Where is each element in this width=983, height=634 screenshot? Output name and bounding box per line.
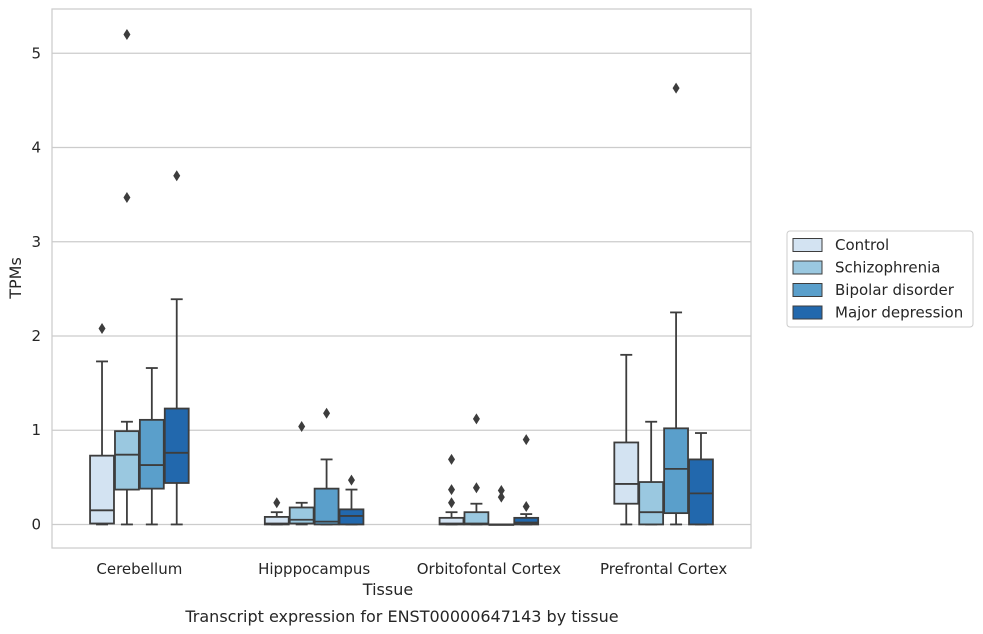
x-axis-label: Tissue — [362, 580, 413, 599]
outlier-point — [273, 497, 281, 509]
box-body — [663, 427, 689, 515]
x-tick-label: Cerebellum — [96, 560, 182, 578]
box-body — [688, 458, 714, 526]
box-1-1 — [288, 420, 315, 526]
outlier-point — [497, 491, 505, 503]
y-tick-labels: 0 1 2 3 4 5 — [31, 44, 41, 533]
y-tick-label: 3 — [31, 233, 41, 251]
box-body — [438, 516, 465, 526]
outlier-point — [448, 497, 456, 509]
box-0-1 — [114, 28, 140, 526]
outlier-point — [472, 482, 480, 494]
y-axis-label: TPMs — [6, 257, 25, 300]
outlier-point — [497, 485, 505, 497]
box-body — [613, 441, 640, 505]
legend-label: Bipolar disorder — [835, 281, 955, 299]
box-body — [463, 511, 490, 526]
outlier-point — [347, 474, 355, 486]
legend: Control Schizophrenia Bipolar disorder Majo… — [786, 230, 974, 328]
outlier-point — [672, 82, 680, 94]
legend-swatch — [792, 260, 823, 275]
x-tick-label: Orbitofontal Cortex — [417, 560, 561, 578]
legend-frame — [786, 230, 974, 328]
box-3-0 — [613, 353, 640, 526]
box-body — [263, 516, 290, 526]
outlier-point — [298, 420, 306, 432]
box-1-0 — [263, 497, 290, 526]
legend-label: Major depression — [835, 304, 963, 322]
box-body — [138, 418, 165, 490]
outlier-point — [323, 407, 331, 419]
outlier-point — [123, 28, 131, 40]
outlier-point — [173, 170, 181, 182]
box-body — [288, 506, 315, 525]
boxes — [89, 28, 714, 526]
outlier-point — [448, 484, 456, 496]
box-0-2 — [138, 367, 165, 526]
box-2-3 — [513, 434, 540, 526]
box-body — [89, 454, 115, 525]
outlier-point — [522, 434, 530, 446]
legend-label: Control — [835, 236, 889, 254]
box-body — [513, 516, 540, 526]
outlier-point — [522, 501, 530, 513]
plot-frame — [51, 8, 752, 549]
box-body — [163, 407, 190, 484]
x-tick-label: Hipppocampus — [258, 560, 370, 578]
y-tick-label: 1 — [31, 421, 41, 439]
outlier-point — [472, 413, 480, 425]
box-body — [338, 508, 365, 526]
legend-swatch — [792, 305, 823, 320]
box-body — [638, 481, 665, 526]
box-2-1 — [463, 413, 490, 526]
box-2-2 — [488, 485, 515, 526]
outlier-point — [123, 191, 131, 203]
box-1-2 — [313, 407, 340, 526]
outlier-point — [448, 453, 456, 465]
x-tick-labels: Cerebellum Hipppocampus Orbitofontal Corte… — [96, 560, 727, 578]
legend-swatch — [792, 283, 823, 297]
legend-swatch — [792, 238, 823, 252]
legend-label: Schizophrenia — [835, 259, 940, 277]
x-tick-label: Prefrontal Cortex — [600, 560, 727, 578]
box-body — [114, 430, 140, 491]
box-0-3 — [163, 170, 190, 526]
figure-caption: Transcript expression for ENST0000064714… — [184, 607, 618, 626]
box-3-3 — [688, 432, 714, 526]
box-0-0 — [89, 322, 115, 526]
y-tick-label: 4 — [31, 139, 41, 157]
outlier-point — [98, 322, 106, 334]
y-tick-label: 5 — [31, 44, 41, 62]
box-body — [313, 487, 340, 526]
box-3-2 — [663, 82, 689, 526]
y-tick-label: 2 — [31, 327, 41, 345]
y-tick-label: 0 — [31, 515, 41, 533]
box-3-1 — [638, 420, 665, 526]
box-1-3 — [338, 474, 365, 526]
box-2-0 — [438, 453, 465, 526]
